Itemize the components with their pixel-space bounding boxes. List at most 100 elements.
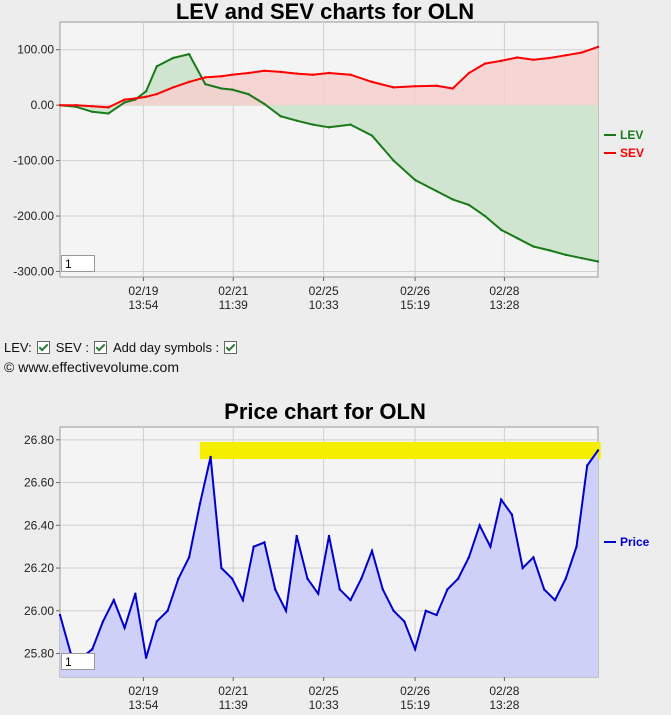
price-point xyxy=(220,566,223,570)
lev-point xyxy=(295,119,298,122)
x-tick-time: 13:28 xyxy=(489,698,519,712)
sev-point xyxy=(279,70,282,74)
lev-point xyxy=(91,110,94,114)
legend-label: LEV xyxy=(620,128,643,142)
lev-point xyxy=(564,253,567,257)
sev-point xyxy=(311,73,315,76)
price-point xyxy=(101,620,105,623)
lev-point xyxy=(279,115,282,118)
lev-point xyxy=(327,126,331,129)
lev-point xyxy=(596,260,600,263)
price-point xyxy=(252,545,255,548)
x-tick-date: 02/19 xyxy=(128,684,158,698)
sev-series-line xyxy=(60,45,599,109)
y-tick-label: -100.00 xyxy=(13,154,54,168)
price-point xyxy=(274,588,277,591)
sev-checkbox[interactable] xyxy=(93,341,107,354)
sev-point xyxy=(187,80,191,84)
sev-point xyxy=(220,75,223,78)
lev-area xyxy=(60,54,598,262)
lev-checkbox[interactable] xyxy=(36,341,50,354)
sev-point xyxy=(123,98,126,101)
x-tick-time: 11:39 xyxy=(219,298,248,312)
sev-point xyxy=(435,84,438,87)
lev-point xyxy=(435,189,438,193)
legend-label: Price xyxy=(620,535,650,549)
x-tick-time: 13:54 xyxy=(128,298,158,312)
sev-point xyxy=(483,62,487,65)
legend-label: SEV xyxy=(620,146,644,160)
y-tick-label: -200.00 xyxy=(13,209,54,223)
sev-point xyxy=(263,69,266,72)
price-point xyxy=(317,592,320,595)
price-point xyxy=(392,609,395,612)
sev-point xyxy=(171,86,175,89)
lev-point xyxy=(413,178,417,182)
sev-point xyxy=(516,56,519,59)
day-symbols-checkbox[interactable] xyxy=(224,341,238,354)
x-tick-date: 02/25 xyxy=(309,284,339,298)
lev-point xyxy=(220,87,223,90)
price-point xyxy=(424,609,428,612)
price-point xyxy=(230,577,234,580)
sev-label: SEV : xyxy=(55,340,89,355)
sev-point xyxy=(107,106,110,109)
x-tick-time: 15:19 xyxy=(400,698,430,712)
sev-point xyxy=(58,103,62,107)
sev-point xyxy=(74,103,78,107)
lev-page-input[interactable]: 1 xyxy=(61,255,95,272)
price-point xyxy=(553,598,557,602)
lev-point xyxy=(392,159,395,162)
price-point xyxy=(467,556,471,559)
x-tick-time: 13:28 xyxy=(489,298,519,312)
price-page-input[interactable]: 1 xyxy=(61,653,95,670)
x-tick-date: 02/28 xyxy=(489,684,519,698)
price-point xyxy=(596,449,600,452)
price-point xyxy=(586,464,589,467)
lev-point xyxy=(144,90,148,93)
sev-point xyxy=(532,58,535,61)
lev-point xyxy=(532,245,535,248)
lev-point xyxy=(499,228,503,232)
sev-point xyxy=(596,45,600,49)
x-tick-date: 02/21 xyxy=(218,684,248,698)
price-point xyxy=(263,541,266,544)
x-tick-time: 15:19 xyxy=(400,298,430,312)
price-point xyxy=(510,513,514,516)
lev-point xyxy=(187,52,191,56)
x-tick-time: 10:33 xyxy=(309,298,339,312)
price-point xyxy=(177,577,180,580)
lev-point xyxy=(263,102,266,106)
y-tick-label: 25.80 xyxy=(24,646,54,660)
price-point xyxy=(521,566,524,570)
lev-point xyxy=(230,88,234,91)
lev-point xyxy=(107,112,110,115)
price-point xyxy=(360,577,363,580)
sev-point xyxy=(467,71,471,75)
price-point xyxy=(456,577,460,580)
y-tick-label: 0.00 xyxy=(31,98,55,112)
price-point xyxy=(58,613,62,617)
lev-point xyxy=(451,198,454,201)
sev-point xyxy=(247,71,250,75)
lev-point xyxy=(311,123,315,126)
lev-point xyxy=(370,134,374,137)
y-tick-label: 26.20 xyxy=(24,561,54,575)
lev-point xyxy=(548,249,551,252)
price-point xyxy=(198,502,202,506)
sev-point xyxy=(204,76,207,79)
price-point xyxy=(123,626,126,630)
lev-point xyxy=(171,56,175,60)
lev-point xyxy=(349,123,352,126)
price-point xyxy=(370,549,374,553)
sev-point xyxy=(451,87,454,90)
lev-point xyxy=(204,82,207,86)
price-point xyxy=(543,588,546,591)
y-tick-label: 26.00 xyxy=(24,604,54,618)
price-point xyxy=(381,588,384,591)
sev-point xyxy=(295,72,298,75)
chart-title: LEV and SEV charts for OLN xyxy=(176,0,474,24)
day-symbols-label: Add day symbols : xyxy=(112,340,220,355)
